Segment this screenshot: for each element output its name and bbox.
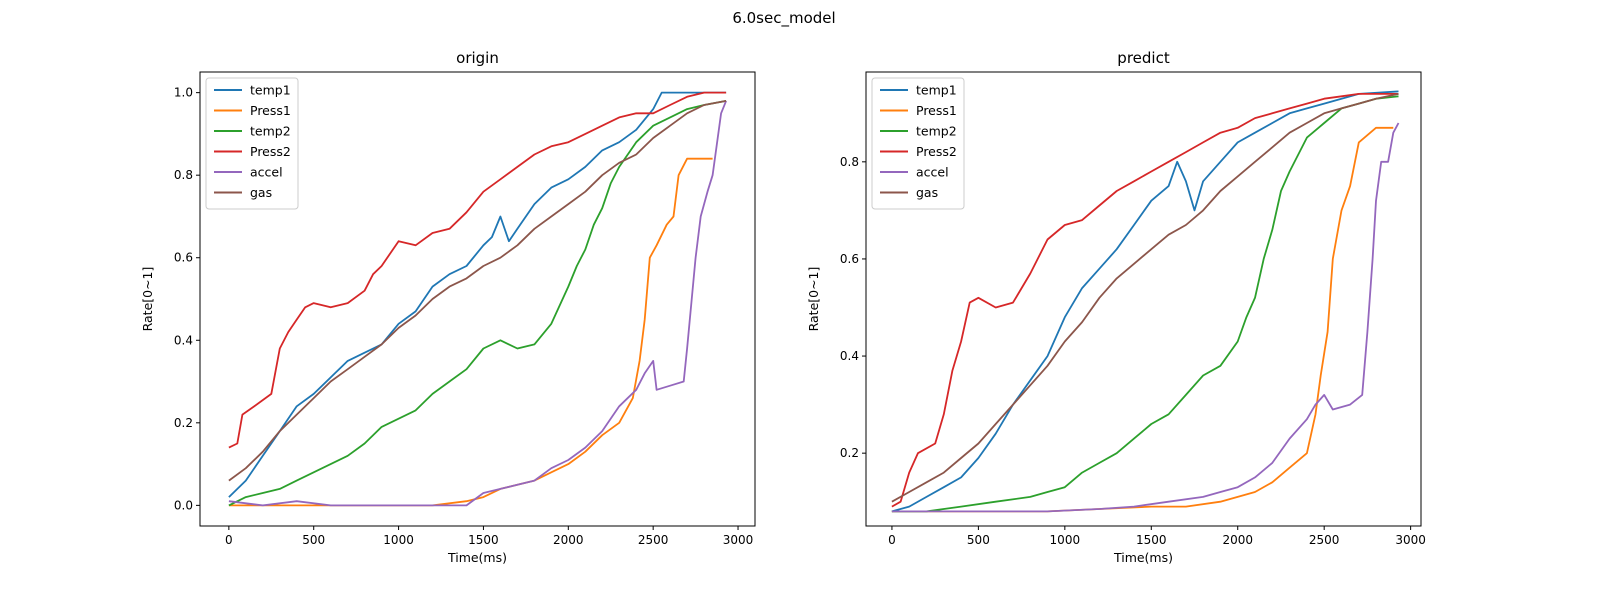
legend-label-Press1: Press1 <box>916 103 957 118</box>
subplot-predict: predict 0 500 1000 1500 2000 2500 3000 0.2 0.4 0.6… <box>806 49 1426 565</box>
y-tick-label: 0.4 <box>174 333 193 347</box>
series-line-accel <box>891 122 1400 513</box>
x-tick-label: 1000 <box>1050 533 1081 547</box>
y-tick-label: 0.2 <box>174 416 193 430</box>
legend-label-temp1: temp1 <box>250 83 291 98</box>
x-tick-label: 2500 <box>638 533 669 547</box>
x-tick-label: 2500 <box>1309 533 1340 547</box>
legend-label-temp2: temp2 <box>916 124 957 139</box>
subplot-title: predict <box>1117 49 1170 67</box>
legend-label-temp1: temp1 <box>916 83 957 98</box>
series-line-Press2 <box>891 93 1399 508</box>
y-tick-label: 0.6 <box>840 252 859 266</box>
legend-label-Press2: Press2 <box>250 144 291 159</box>
x-tick-label: 1500 <box>1136 533 1167 547</box>
y-tick-label: 0.6 <box>174 251 193 265</box>
x-tick-label: 500 <box>967 533 990 547</box>
axes-frame <box>865 71 1422 527</box>
legend-label-gas: gas <box>250 185 272 200</box>
legend-label-accel: accel <box>916 165 949 180</box>
y-axis-label: Rate[0~1] <box>806 267 821 332</box>
x-tick-label: 1500 <box>468 533 499 547</box>
subplot-origin: origin 0 500 1000 1500 2000 2500 3000 0.0 0.2 0.4 0… <box>140 49 756 565</box>
y-tick-label: 0.4 <box>840 349 859 363</box>
y-tick-label: 0.8 <box>840 155 859 169</box>
series-line-temp2 <box>891 95 1399 513</box>
x-tick-label: 0 <box>888 533 896 547</box>
x-axis-label: Time(ms) <box>1113 550 1173 565</box>
series-line-temp1 <box>228 91 727 498</box>
x-tick-label: 0 <box>225 533 233 547</box>
series-line-Press2 <box>228 91 727 449</box>
x-tick-label: 3000 <box>1395 533 1426 547</box>
legend-label-Press2: Press2 <box>916 144 957 159</box>
legend-label-temp2: temp2 <box>250 124 291 139</box>
x-tick-label: 3000 <box>723 533 754 547</box>
axes-frame <box>199 71 756 527</box>
series-line-gas <box>891 93 1399 503</box>
legend-label-gas: gas <box>916 185 938 200</box>
y-axis-label: Rate[0~1] <box>140 267 155 332</box>
subplot-title: origin <box>456 49 499 67</box>
y-tick-label: 0.8 <box>174 168 193 182</box>
y-tick-label: 0.2 <box>840 446 859 460</box>
series-line-gas <box>228 100 727 482</box>
x-tick-label: 2000 <box>553 533 584 547</box>
legend-label-accel: accel <box>250 165 283 180</box>
x-tick-label: 500 <box>302 533 325 547</box>
y-tick-label: 0.0 <box>174 498 193 512</box>
legend-label-Press1: Press1 <box>250 103 291 118</box>
series-line-temp2 <box>228 100 727 507</box>
series-line-accel <box>228 100 727 507</box>
x-tick-label: 2000 <box>1222 533 1253 547</box>
y-tick-label: 1.0 <box>174 86 193 100</box>
series-line-temp1 <box>891 90 1399 513</box>
x-tick-label: 1000 <box>383 533 414 547</box>
x-axis-label: Time(ms) <box>447 550 507 565</box>
figure-suptitle: 6.0sec_model <box>732 9 835 28</box>
